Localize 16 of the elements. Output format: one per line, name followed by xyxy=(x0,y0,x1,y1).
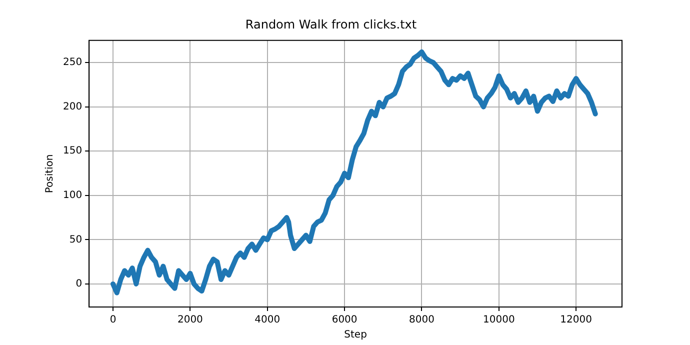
x-tick-label: 4000 xyxy=(254,314,280,326)
y-tick-label: 0 xyxy=(76,278,82,290)
y-tick-label: 100 xyxy=(62,190,82,201)
x-tick-label: 8000 xyxy=(408,314,434,326)
y-tick-label: 150 xyxy=(62,146,82,157)
x-tick-label: 0 xyxy=(110,314,116,326)
y-tick-label: 250 xyxy=(62,57,82,68)
y-tick-label: 50 xyxy=(69,234,82,246)
y-tick-label: 200 xyxy=(62,101,82,112)
chart-title: Random Walk from clicks.txt xyxy=(245,17,417,32)
x-tick-label: 6000 xyxy=(332,314,358,326)
y-axis-title: Position xyxy=(44,154,56,194)
x-tick-label: 12000 xyxy=(560,314,592,326)
x-tick-label: 10000 xyxy=(482,314,515,326)
x-tick-label: 2000 xyxy=(177,314,203,326)
x-axis-title: Step xyxy=(344,330,367,341)
